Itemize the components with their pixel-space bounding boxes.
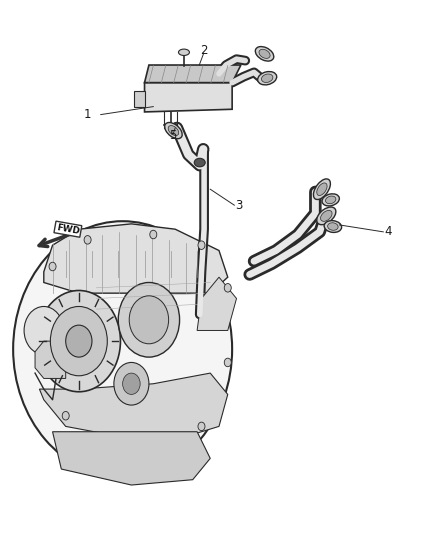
Circle shape [49,262,56,271]
Polygon shape [44,224,228,293]
Ellipse shape [178,49,189,55]
Ellipse shape [322,194,339,206]
Polygon shape [134,91,145,107]
Circle shape [123,373,140,394]
Polygon shape [53,432,210,485]
Text: 5: 5 [170,130,177,142]
Polygon shape [145,83,232,112]
Circle shape [37,290,120,392]
Ellipse shape [168,126,179,135]
Text: FWD: FWD [56,223,80,236]
Ellipse shape [259,49,270,59]
Circle shape [224,358,231,367]
Ellipse shape [314,179,330,199]
Ellipse shape [258,71,277,85]
Ellipse shape [255,46,274,61]
Ellipse shape [325,196,336,204]
Ellipse shape [13,221,232,477]
Text: 2: 2 [200,44,208,57]
Polygon shape [145,65,241,83]
Polygon shape [35,341,66,378]
Circle shape [118,282,180,357]
Circle shape [129,296,169,344]
Ellipse shape [321,211,332,221]
Circle shape [24,306,64,354]
Text: 3: 3 [235,199,242,212]
Circle shape [50,306,107,376]
Polygon shape [39,373,228,437]
Ellipse shape [328,223,338,230]
Text: 4: 4 [384,225,392,238]
Ellipse shape [324,221,342,232]
Circle shape [62,411,69,420]
Circle shape [224,284,231,292]
Circle shape [84,236,91,244]
Circle shape [198,241,205,249]
Text: 1: 1 [84,108,92,121]
Circle shape [198,422,205,431]
Circle shape [150,230,157,239]
Polygon shape [197,277,237,330]
Circle shape [114,362,149,405]
Ellipse shape [317,207,336,225]
Ellipse shape [165,123,182,139]
Ellipse shape [261,74,273,83]
Circle shape [66,325,92,357]
Ellipse shape [317,183,327,196]
Ellipse shape [194,158,205,167]
